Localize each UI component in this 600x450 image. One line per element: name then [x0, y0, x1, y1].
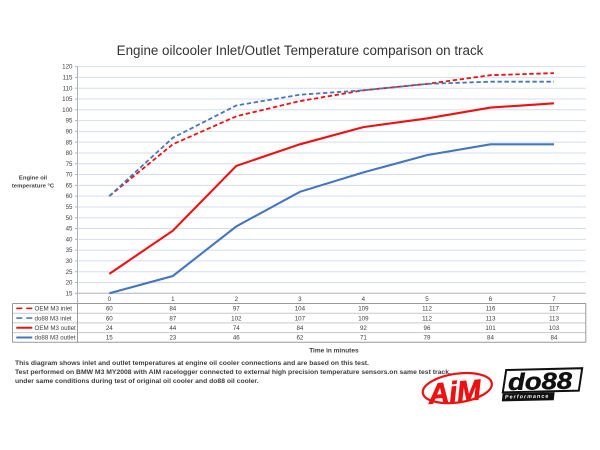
svg-text:OEM M3 inlet: OEM M3 inlet — [35, 306, 73, 313]
svg-text:115: 115 — [63, 75, 73, 82]
svg-text:110: 110 — [63, 85, 73, 92]
svg-text:2: 2 — [235, 296, 239, 303]
svg-text:50: 50 — [66, 215, 73, 222]
svg-text:AiM: AiM — [426, 374, 483, 411]
svg-text:102: 102 — [231, 315, 242, 322]
svg-text:104: 104 — [295, 306, 306, 313]
svg-text:46: 46 — [233, 335, 240, 342]
svg-text:112: 112 — [422, 306, 432, 313]
svg-text:This diagram shows inlet and o: This diagram shows inlet and outlet temp… — [15, 360, 369, 367]
svg-text:do88 M3 inlet: do88 M3 inlet — [35, 315, 72, 322]
svg-text:85: 85 — [66, 139, 73, 146]
svg-text:15: 15 — [66, 290, 73, 297]
svg-text:45: 45 — [66, 226, 73, 233]
svg-text:92: 92 — [360, 325, 367, 332]
svg-text:do88 M3 outlet: do88 M3 outlet — [35, 335, 76, 342]
svg-text:80: 80 — [66, 150, 73, 157]
svg-text:105: 105 — [62, 96, 73, 103]
svg-text:96: 96 — [424, 325, 431, 332]
svg-text:24: 24 — [106, 325, 113, 332]
svg-text:117: 117 — [549, 306, 559, 313]
svg-text:0: 0 — [108, 296, 112, 303]
svg-text:1: 1 — [171, 296, 175, 303]
svg-text:6: 6 — [489, 296, 493, 303]
svg-text:84: 84 — [169, 306, 176, 313]
svg-text:60: 60 — [106, 306, 113, 313]
svg-text:Performance: Performance — [505, 394, 550, 401]
svg-text:84: 84 — [487, 335, 494, 342]
svg-text:Engine oil: Engine oil — [19, 175, 48, 181]
svg-text:Time in minutes: Time in minutes — [309, 348, 359, 355]
svg-text:90: 90 — [66, 128, 73, 135]
svg-text:temperature °C: temperature °C — [12, 183, 55, 189]
svg-text:103: 103 — [549, 325, 560, 332]
svg-text:do88: do88 — [508, 368, 574, 395]
svg-text:under same conditions during t: under same conditions during test of ori… — [15, 378, 259, 385]
svg-text:79: 79 — [424, 335, 431, 342]
svg-text:OEM M3 outlet: OEM M3 outlet — [35, 325, 77, 332]
svg-text:55: 55 — [66, 204, 73, 211]
svg-text:97: 97 — [233, 306, 240, 313]
svg-text:75: 75 — [66, 161, 73, 168]
svg-text:109: 109 — [358, 306, 369, 313]
svg-text:87: 87 — [169, 315, 176, 322]
svg-text:95: 95 — [66, 118, 73, 125]
svg-text:15: 15 — [106, 335, 113, 342]
svg-text:74: 74 — [233, 325, 240, 332]
svg-text:23: 23 — [169, 335, 176, 342]
svg-text:107: 107 — [295, 315, 306, 322]
svg-text:113: 113 — [486, 315, 496, 322]
svg-text:4: 4 — [362, 296, 366, 303]
svg-text:71: 71 — [360, 335, 367, 342]
svg-text:65: 65 — [66, 182, 73, 189]
svg-text:109: 109 — [358, 315, 369, 322]
svg-text:30: 30 — [66, 258, 73, 265]
svg-text:70: 70 — [66, 172, 73, 179]
svg-text:60: 60 — [66, 193, 73, 200]
svg-text:Test performed on BMW M3 MY200: Test performed on BMW M3 MY2008 with AIM… — [15, 369, 451, 376]
svg-text:40: 40 — [66, 236, 73, 243]
svg-text:112: 112 — [422, 315, 432, 322]
svg-text:35: 35 — [66, 247, 73, 254]
svg-text:7: 7 — [552, 296, 556, 303]
svg-text:20: 20 — [66, 280, 73, 287]
svg-text:120: 120 — [62, 64, 73, 71]
svg-text:Engine oilcooler Inlet/Outlet: Engine oilcooler Inlet/Outlet Temperatur… — [117, 43, 484, 58]
svg-text:101: 101 — [485, 325, 496, 332]
svg-text:113: 113 — [549, 315, 559, 322]
svg-text:5: 5 — [425, 296, 429, 303]
svg-text:44: 44 — [169, 325, 176, 332]
svg-text:60: 60 — [106, 315, 113, 322]
svg-text:25: 25 — [66, 269, 73, 276]
svg-text:116: 116 — [486, 306, 496, 313]
svg-text:3: 3 — [298, 296, 302, 303]
svg-text:84: 84 — [551, 335, 558, 342]
svg-text:62: 62 — [296, 335, 303, 342]
svg-text:84: 84 — [296, 325, 303, 332]
svg-text:100: 100 — [62, 107, 73, 114]
